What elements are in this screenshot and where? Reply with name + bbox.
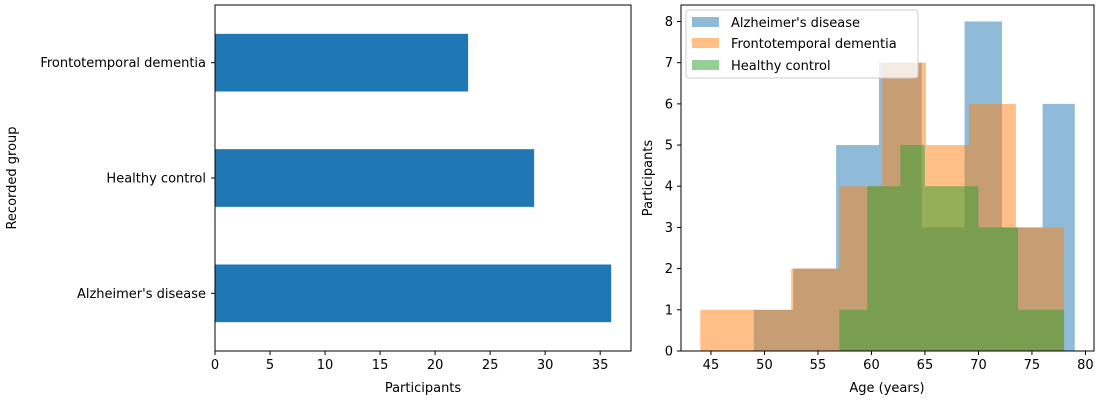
x-axis-ticks: 45 50 55 60 65 70 75 80 [703, 351, 1094, 373]
y-tick-label: Healthy control [106, 172, 206, 187]
x-tick-label: 15 [372, 358, 389, 373]
y-tick-label: Frontotemporal dementia [40, 56, 206, 71]
x-axis-label: Age (years) [849, 381, 924, 396]
x-tick-label: 30 [537, 358, 554, 373]
y-tick-label: Alzheimer's disease [77, 287, 206, 302]
x-tick-label: 75 [1024, 358, 1041, 373]
y-tick-label: 3 [665, 221, 673, 236]
hist-bar [924, 186, 979, 351]
y-tick-label: 2 [665, 262, 673, 277]
x-tick-label: 60 [863, 358, 880, 373]
x-tick-label: 10 [317, 358, 334, 373]
legend: Alzheimer's disease Frontotemporal demen… [685, 9, 919, 79]
x-tick-label: 70 [970, 358, 987, 373]
x-axis-ticks: 0 5 10 15 20 25 30 35 [211, 351, 609, 373]
histogram-bars [700, 21, 1075, 352]
x-tick-label: 25 [482, 358, 499, 373]
y-tick-label: 8 [665, 15, 673, 30]
series-healthy-control [839, 145, 1065, 351]
x-tick-label: 50 [756, 358, 773, 373]
hist-bar [839, 309, 868, 351]
bar-series [215, 33, 612, 323]
y-axis-label: Participants [641, 140, 656, 217]
group-count-bar-chart: Alzheimer's disease Healthy control Fronto… [5, 4, 632, 396]
bar-alzheimer-s-disease [215, 264, 612, 323]
bar-healthy-control [215, 149, 535, 207]
legend-label-ftd: Frontotemporal dementia [731, 37, 897, 52]
x-tick-label: 20 [427, 358, 444, 373]
y-tick-label: 5 [665, 139, 673, 154]
hist-bar [752, 309, 792, 351]
hist-bar [900, 145, 925, 351]
legend-label-healthy: Healthy control [731, 59, 831, 74]
y-tick-label: 4 [665, 180, 673, 195]
x-tick-label: 45 [703, 358, 720, 373]
plot-frame [214, 4, 632, 352]
x-tick-label: 5 [266, 358, 274, 373]
hist-bar [791, 268, 840, 351]
y-tick-label: 6 [665, 97, 673, 112]
y-tick-label: 1 [665, 303, 673, 318]
y-axis-label: Recorded group [5, 126, 20, 229]
x-tick-label: 80 [1077, 358, 1094, 373]
x-tick-label: 35 [592, 358, 609, 373]
y-axis-ticks: 0 1 2 3 4 5 6 7 8 [665, 15, 681, 360]
x-tick-label: 65 [917, 358, 934, 373]
x-axis-label: Participants [385, 381, 462, 396]
bar-frontotemporal-dementia [215, 33, 469, 92]
y-tick-label: 0 [665, 345, 673, 360]
hist-bar [867, 186, 901, 351]
plot-frame [680, 4, 1095, 352]
legend-swatch-healthy [692, 60, 719, 70]
legend-swatch-ftd [692, 38, 719, 48]
legend-swatch-alzheimers [692, 17, 719, 27]
x-tick-label: 0 [211, 358, 219, 373]
y-tick-labels: Alzheimer's disease Healthy control Fronto… [40, 56, 215, 302]
x-tick-label: 55 [810, 358, 827, 373]
hist-bar [978, 227, 1019, 351]
legend-label-alzheimers: Alzheimer's disease [731, 16, 860, 31]
hist-bar [1018, 309, 1065, 351]
hist-bar [700, 309, 753, 351]
y-tick-label: 7 [665, 56, 673, 71]
legend-frame [685, 9, 919, 79]
